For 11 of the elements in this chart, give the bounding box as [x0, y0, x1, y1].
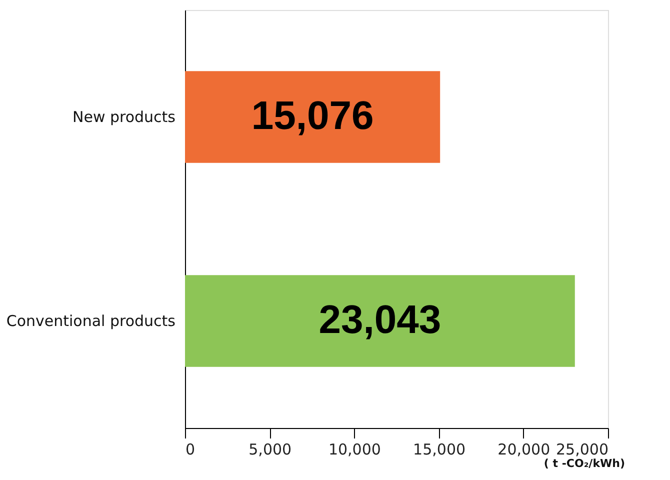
data-label: 23,043 — [318, 298, 442, 342]
data-label: 15,076 — [251, 94, 374, 138]
x-tick-label: 5,000 — [248, 440, 292, 458]
x-tick-label: 25,000 — [556, 440, 608, 458]
x-axis-title: ( t -CO₂/kWh) — [544, 457, 625, 470]
x-tick-label: 20,000 — [498, 440, 550, 458]
y-tick-label: New products — [72, 108, 176, 126]
x-tick-label: 15,000 — [413, 440, 466, 458]
x-tick-label: 0 — [186, 440, 196, 458]
y-tick-label: Conventional products — [6, 312, 176, 330]
x-tick-label: 10,000 — [328, 440, 381, 458]
